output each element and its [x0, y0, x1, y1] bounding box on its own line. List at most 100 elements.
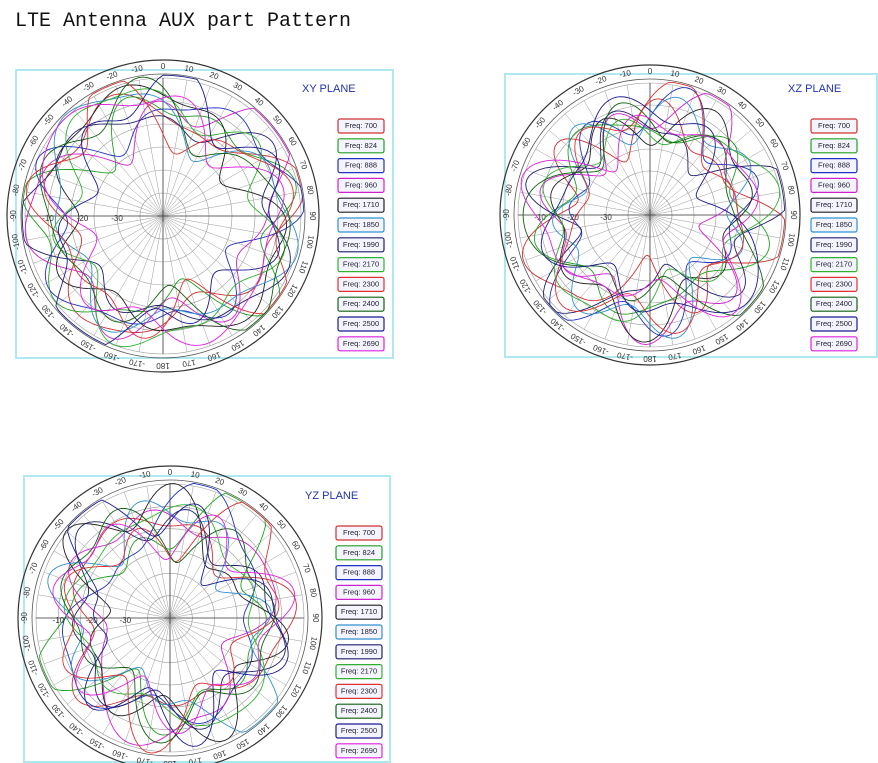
- legend-box: [337, 118, 385, 134]
- legend-label: Freq: 2300: [341, 686, 377, 695]
- legend-label: Freq: 2400: [816, 299, 852, 308]
- legend-box: [810, 237, 858, 253]
- spoke: [162, 191, 299, 217]
- pattern-panel: 0 102030405060708090100110120130140150160…: [17, 465, 391, 763]
- spoke: [93, 96, 164, 217]
- spoke: [162, 86, 211, 217]
- spoke: [169, 594, 303, 619]
- legend-label: Freq: 1990: [816, 240, 852, 249]
- pattern-trace: [533, 124, 770, 315]
- spoke: [649, 148, 765, 216]
- panel-frame: [504, 73, 878, 358]
- legend-label: Freq: 960: [345, 180, 377, 189]
- angle-label: -90: [502, 209, 511, 221]
- angle-label: 10: [184, 64, 195, 75]
- spoke: [169, 617, 217, 745]
- pattern-trace: [540, 96, 759, 314]
- pattern-trace: [22, 96, 297, 317]
- angle-label: -20: [113, 475, 127, 488]
- pattern-trace: [55, 84, 288, 331]
- spoke: [37, 617, 171, 642]
- spoke: [162, 215, 188, 352]
- spoke: [169, 617, 303, 642]
- legend-box: [810, 158, 858, 174]
- angle-label: 0: [168, 468, 173, 477]
- angle-label: 20: [693, 75, 705, 87]
- angle-label: 0: [648, 67, 653, 76]
- legend-label: Freq: 2690: [341, 746, 377, 755]
- angle-label: 0: [161, 62, 166, 71]
- ring-label: -30: [600, 213, 612, 222]
- legend-box: [810, 316, 858, 332]
- angle-label: -80: [21, 586, 32, 599]
- spoke: [162, 215, 293, 264]
- legend-label: Freq: 1990: [343, 240, 379, 249]
- angle-label: 160: [691, 343, 707, 356]
- spoke: [649, 90, 696, 216]
- angle-label: 70: [301, 563, 313, 575]
- spoke: [649, 214, 736, 317]
- legend-box: [337, 296, 385, 312]
- legend-label: Freq: 2170: [816, 260, 852, 269]
- angle-label: 10: [190, 470, 201, 481]
- legend-label: Freq: 2400: [343, 299, 379, 308]
- angle-label: -100: [503, 231, 515, 249]
- ring-label: -30: [120, 616, 132, 625]
- ring-label: -30: [111, 214, 123, 223]
- spoke: [649, 214, 765, 282]
- legend-label: Freq: 2500: [341, 726, 377, 735]
- legend-box: [337, 217, 385, 233]
- spoke: [57, 215, 164, 305]
- spoke: [649, 84, 674, 216]
- legend-label: Freq: 2500: [343, 319, 379, 328]
- legend-box: [810, 118, 858, 134]
- pattern-trace: [520, 114, 759, 318]
- spoke: [115, 86, 164, 217]
- angle-label: 160: [206, 350, 222, 363]
- legend-label: Freq: 700: [343, 528, 375, 537]
- angle-label: 100: [307, 636, 318, 651]
- legend-box: [335, 545, 383, 561]
- legend-label: Freq: 960: [343, 587, 375, 596]
- pattern-trace: [555, 81, 745, 334]
- legend-box: [335, 723, 383, 739]
- legend-box: [337, 237, 385, 253]
- spoke: [57, 127, 164, 217]
- angle-label: -90: [9, 210, 18, 222]
- spoke: [649, 169, 775, 216]
- angle-label: -90: [20, 612, 29, 624]
- angle-label: -170: [616, 350, 634, 362]
- legend-box: [335, 703, 383, 719]
- legend-box: [810, 257, 858, 273]
- pattern-trace: [55, 74, 281, 346]
- angle-label: 110: [297, 260, 310, 276]
- angle-label: 80: [308, 588, 319, 599]
- pattern-trace: [63, 504, 266, 726]
- spoke: [649, 100, 717, 216]
- angle-label: -20: [105, 69, 119, 82]
- legend-box: [810, 197, 858, 213]
- angle-label: 80: [786, 185, 797, 196]
- legend-box: [337, 336, 385, 352]
- legend-label: Freq: 960: [818, 180, 850, 189]
- legend-box: [337, 197, 385, 213]
- ring-label: -10: [53, 616, 65, 625]
- legend-box: [335, 525, 383, 541]
- angle-label: -10: [138, 469, 151, 480]
- spoke: [649, 113, 736, 216]
- pattern-trace: [25, 80, 294, 339]
- spoke: [525, 214, 651, 261]
- legend-box: [335, 624, 383, 640]
- page-title: LTE Antenna AUX part Pattern: [15, 10, 352, 33]
- angle-label: 70: [298, 159, 310, 171]
- legend-box: [337, 257, 385, 273]
- spoke: [53, 550, 171, 619]
- pattern-trace: [52, 88, 285, 348]
- legend-label: Freq: 824: [818, 141, 850, 150]
- angle-label: -20: [594, 74, 608, 87]
- angle-label: -100: [21, 634, 33, 652]
- pattern-panel: 0 102030405060708090100110120130140150160…: [499, 64, 878, 366]
- angle-label: -10: [619, 68, 632, 79]
- legend-label: Freq: 1850: [341, 627, 377, 636]
